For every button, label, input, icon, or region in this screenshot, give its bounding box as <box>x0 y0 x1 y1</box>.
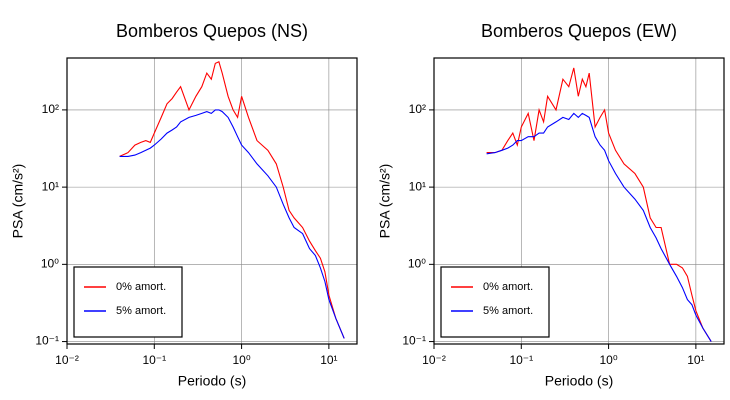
x-tick-label: 10⁻² <box>422 353 446 367</box>
y-tick-label: 10⁰ <box>408 257 426 271</box>
x-tick-label: 10¹ <box>320 353 337 367</box>
legend-label: 5% amort. <box>116 305 166 317</box>
legend-box <box>440 266 550 338</box>
x-tick-label: 10⁻¹ <box>509 353 533 367</box>
x-axis-label: Periodo (s) <box>178 373 246 389</box>
y-tick-label: 10⁰ <box>41 257 59 271</box>
y-tick-label: 10⁻¹ <box>402 334 426 348</box>
series-line <box>119 61 345 339</box>
y-axis-label: PSA (cm/s²) <box>10 164 26 239</box>
plot-frame <box>66 57 358 345</box>
series-line <box>486 112 712 342</box>
series-line <box>486 67 712 342</box>
legend-label: 5% amort. <box>483 305 533 317</box>
x-tick-label: 10⁰ <box>232 353 250 367</box>
x-axis-label: Periodo (s) <box>545 373 613 389</box>
y-tick-label: 10¹ <box>409 179 426 193</box>
legend-box <box>73 266 183 338</box>
chart-title: Bomberos Quepos (EW) <box>481 21 677 41</box>
y-tick-label: 10² <box>42 102 59 116</box>
y-tick-label: 10² <box>409 102 426 116</box>
y-axis-label: PSA (cm/s²) <box>377 164 393 239</box>
legend-label: 0% amort. <box>483 281 533 293</box>
chart-title: Bomberos Quepos (NS) <box>116 21 308 41</box>
y-tick-label: 10¹ <box>42 179 59 193</box>
x-tick-label: 10⁰ <box>599 353 617 367</box>
x-tick-label: 10⁻² <box>55 353 79 367</box>
x-tick-label: 10⁻¹ <box>142 353 166 367</box>
legend-label: 0% amort. <box>116 281 166 293</box>
y-tick-label: 10⁻¹ <box>35 334 59 348</box>
x-tick-label: 10¹ <box>687 353 704 367</box>
series-line <box>119 109 345 339</box>
plot-frame <box>433 57 725 345</box>
